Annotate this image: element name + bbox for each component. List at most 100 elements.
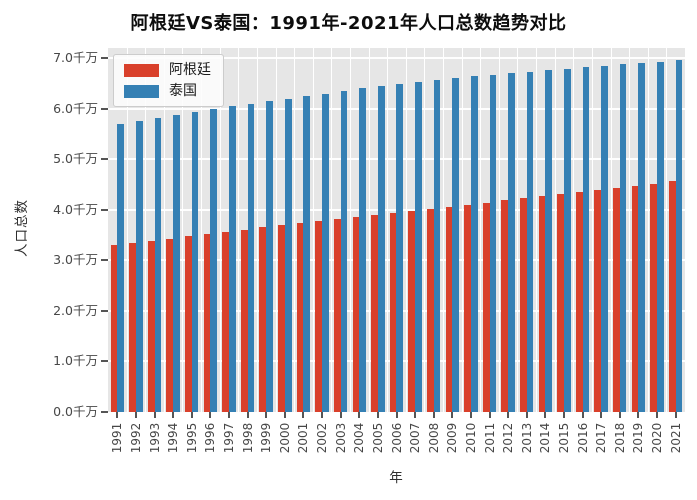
bar-group-2001	[294, 48, 313, 412]
y-tick-mark	[101, 107, 108, 110]
bar-pair-1995	[185, 48, 199, 412]
bar-pair-2003	[333, 48, 348, 412]
bar-thailand-2016	[582, 67, 590, 412]
bar-argentina-2013	[520, 198, 527, 412]
x-tick-label: 2010	[463, 422, 478, 454]
vertical-gridline	[610, 48, 612, 412]
x-tick-label: 2014	[538, 422, 553, 454]
x-tick-mark	[525, 412, 528, 418]
bar-argentina-2021	[668, 181, 676, 412]
bar-group-1996	[201, 48, 220, 412]
legend-item-argentina: 阿根廷	[124, 63, 211, 77]
vertical-gridline	[219, 48, 221, 412]
bar-argentina-1991	[110, 245, 118, 412]
vertical-gridline	[517, 48, 519, 412]
bar-thailand-2004	[359, 88, 366, 412]
vertical-gridline	[256, 48, 258, 412]
x-tick-mark	[116, 412, 119, 418]
bar-group-2015	[555, 48, 574, 412]
vertical-gridline	[629, 48, 631, 412]
bar-argentina-2017	[594, 189, 602, 412]
x-tick-label: 2018	[612, 422, 627, 454]
bar-group-2003	[331, 48, 350, 412]
x-tick-label: 2017	[594, 422, 609, 454]
bar-pair-1998	[240, 48, 255, 412]
x-tick-mark	[637, 412, 640, 418]
bar-pair-1991	[110, 48, 125, 412]
bar-argentina-2009	[445, 206, 453, 412]
bar-argentina-2000	[278, 225, 285, 412]
x-tick-label: 1995	[184, 422, 199, 454]
x-tick-mark	[618, 412, 621, 418]
x-tick-label: 1997	[221, 422, 236, 454]
bar-thailand-2007	[415, 82, 422, 412]
x-tick-mark	[469, 412, 472, 418]
x-tick-label: 2016	[575, 422, 590, 454]
y-tick-mark	[101, 259, 108, 262]
bar-argentina-2003	[333, 219, 341, 412]
x-tick-mark	[358, 412, 361, 418]
bar-group-2017	[592, 48, 611, 412]
bar-group-2008	[424, 48, 443, 412]
vertical-gridline	[387, 48, 389, 412]
bar-group-2013	[517, 48, 536, 412]
x-tick-mark	[339, 412, 342, 418]
bar-argentina-1992	[129, 243, 136, 412]
bar-pair-1994	[166, 48, 180, 412]
bar-argentina-1999	[259, 227, 267, 412]
chart-title: 阿根廷VS泰国：1991年-2021年人口总数趋势对比	[130, 13, 567, 34]
x-tick-mark	[302, 412, 305, 418]
y-tick-label: 2.0千万	[53, 302, 98, 318]
y-tick-label: 0.0千万	[53, 404, 98, 419]
x-tick-label: 1996	[203, 422, 218, 454]
bar-pair-2010	[464, 48, 478, 412]
x-tick-mark	[581, 412, 584, 418]
vertical-gridline	[405, 48, 407, 412]
y-tick-label: 1.0千万	[53, 353, 98, 369]
vertical-gridline	[331, 48, 333, 412]
bar-pair-1993	[147, 48, 162, 412]
vertical-gridline	[238, 48, 240, 412]
bar-group-2006	[387, 48, 406, 412]
bar-pair-2016	[575, 48, 590, 412]
bar-pair-2004	[352, 48, 366, 412]
y-tick-mark	[101, 158, 108, 161]
bar-group-2000	[275, 48, 294, 412]
vertical-gridline	[573, 48, 575, 412]
vertical-gridline	[424, 48, 426, 412]
bar-group-1994	[164, 48, 183, 412]
bar-pair-2001	[296, 48, 311, 412]
vertical-gridline	[666, 48, 668, 412]
vertical-gridline	[312, 48, 314, 412]
y-tick-label: 4.0千万	[53, 201, 98, 217]
vertical-gridline	[554, 48, 556, 412]
bar-group-2011	[480, 48, 499, 412]
x-tick-label: 2004	[352, 422, 367, 454]
bar-thailand-2013	[526, 71, 534, 412]
vertical-gridline	[480, 48, 482, 412]
x-tick-label: 2000	[277, 422, 292, 454]
bar-thailand-2006	[396, 84, 404, 412]
bar-thailand-1995	[191, 111, 199, 412]
y-tick-mark	[101, 411, 108, 413]
x-tick-mark	[563, 412, 566, 418]
bar-argentina-2012	[501, 200, 509, 412]
x-tick-mark	[321, 412, 324, 418]
bar-thailand-2008	[433, 80, 441, 412]
x-tick-mark	[656, 412, 659, 418]
bar-argentina-1993	[147, 240, 155, 412]
x-tick-mark	[488, 412, 491, 418]
x-tick-mark	[134, 412, 137, 418]
bar-thailand-2012	[508, 73, 515, 412]
bar-argentina-2002	[315, 221, 323, 412]
bar-thailand-2014	[545, 70, 553, 412]
bar-argentina-1998	[240, 229, 248, 412]
x-tick-label: 2011	[482, 422, 497, 454]
y-tick-label: 6.0千万	[53, 100, 98, 116]
x-tick-mark	[209, 412, 212, 418]
bar-argentina-1997	[222, 232, 229, 412]
bar-thailand-2005	[377, 86, 385, 412]
x-tick-label: 1994	[166, 422, 181, 454]
y-tick-mark	[101, 309, 108, 312]
bar-pair-2014	[538, 48, 553, 412]
